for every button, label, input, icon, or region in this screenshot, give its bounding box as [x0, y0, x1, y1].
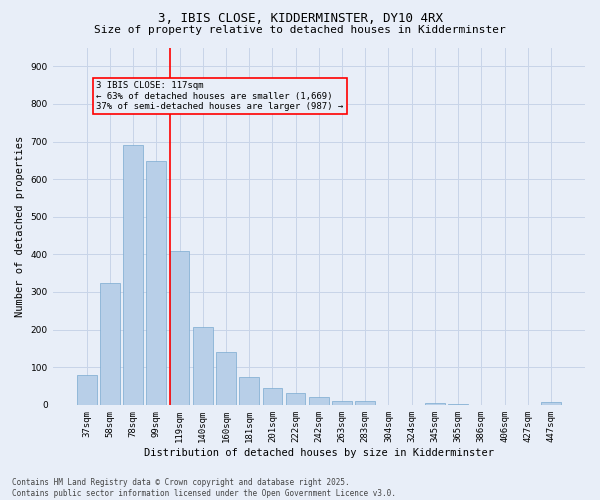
Bar — [286, 393, 305, 405]
Bar — [448, 404, 468, 405]
Bar — [332, 400, 352, 405]
Bar — [425, 402, 445, 405]
Bar — [216, 352, 236, 405]
Bar — [77, 376, 97, 405]
Text: 3 IBIS CLOSE: 117sqm
← 63% of detached houses are smaller (1,669)
37% of semi-de: 3 IBIS CLOSE: 117sqm ← 63% of detached h… — [97, 82, 344, 111]
Bar — [263, 388, 282, 405]
X-axis label: Distribution of detached houses by size in Kidderminster: Distribution of detached houses by size … — [144, 448, 494, 458]
Bar — [170, 250, 190, 405]
Bar — [309, 398, 329, 405]
Bar — [100, 284, 120, 405]
Y-axis label: Number of detached properties: Number of detached properties — [15, 136, 25, 317]
Text: 3, IBIS CLOSE, KIDDERMINSTER, DY10 4RX: 3, IBIS CLOSE, KIDDERMINSTER, DY10 4RX — [157, 12, 443, 26]
Bar — [355, 401, 375, 405]
Bar — [123, 146, 143, 405]
Text: Contains HM Land Registry data © Crown copyright and database right 2025.
Contai: Contains HM Land Registry data © Crown c… — [12, 478, 396, 498]
Bar — [541, 402, 561, 405]
Text: Size of property relative to detached houses in Kidderminster: Size of property relative to detached ho… — [94, 25, 506, 35]
Bar — [239, 376, 259, 405]
Bar — [146, 162, 166, 405]
Bar — [193, 327, 212, 405]
